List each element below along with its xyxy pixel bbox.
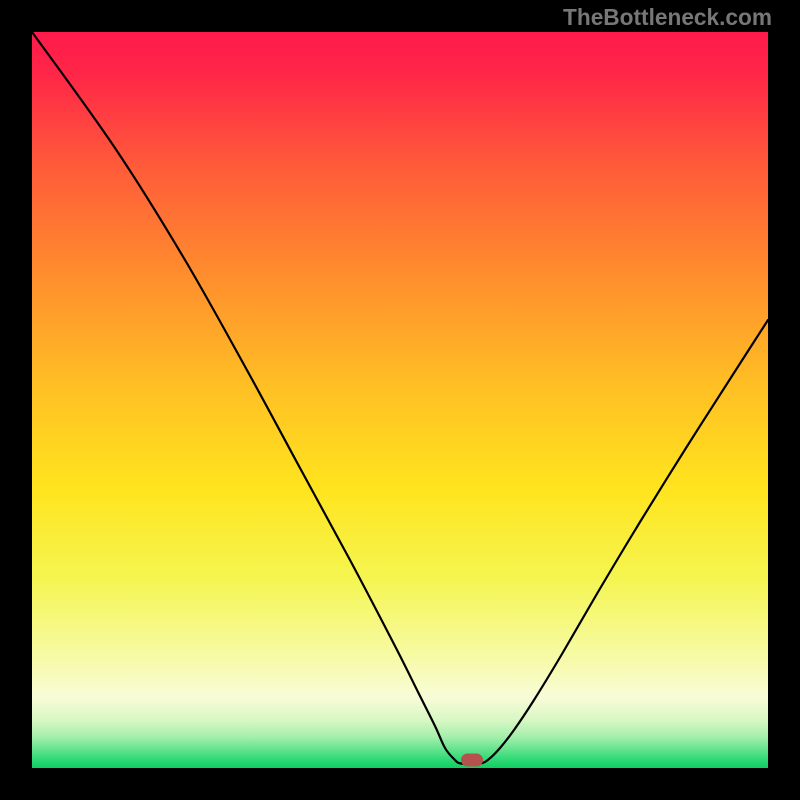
watermark-text: TheBottleneck.com xyxy=(563,4,772,31)
optimal-marker xyxy=(461,754,483,767)
bottleneck-chart xyxy=(0,0,800,800)
chart-frame: TheBottleneck.com xyxy=(0,0,800,800)
